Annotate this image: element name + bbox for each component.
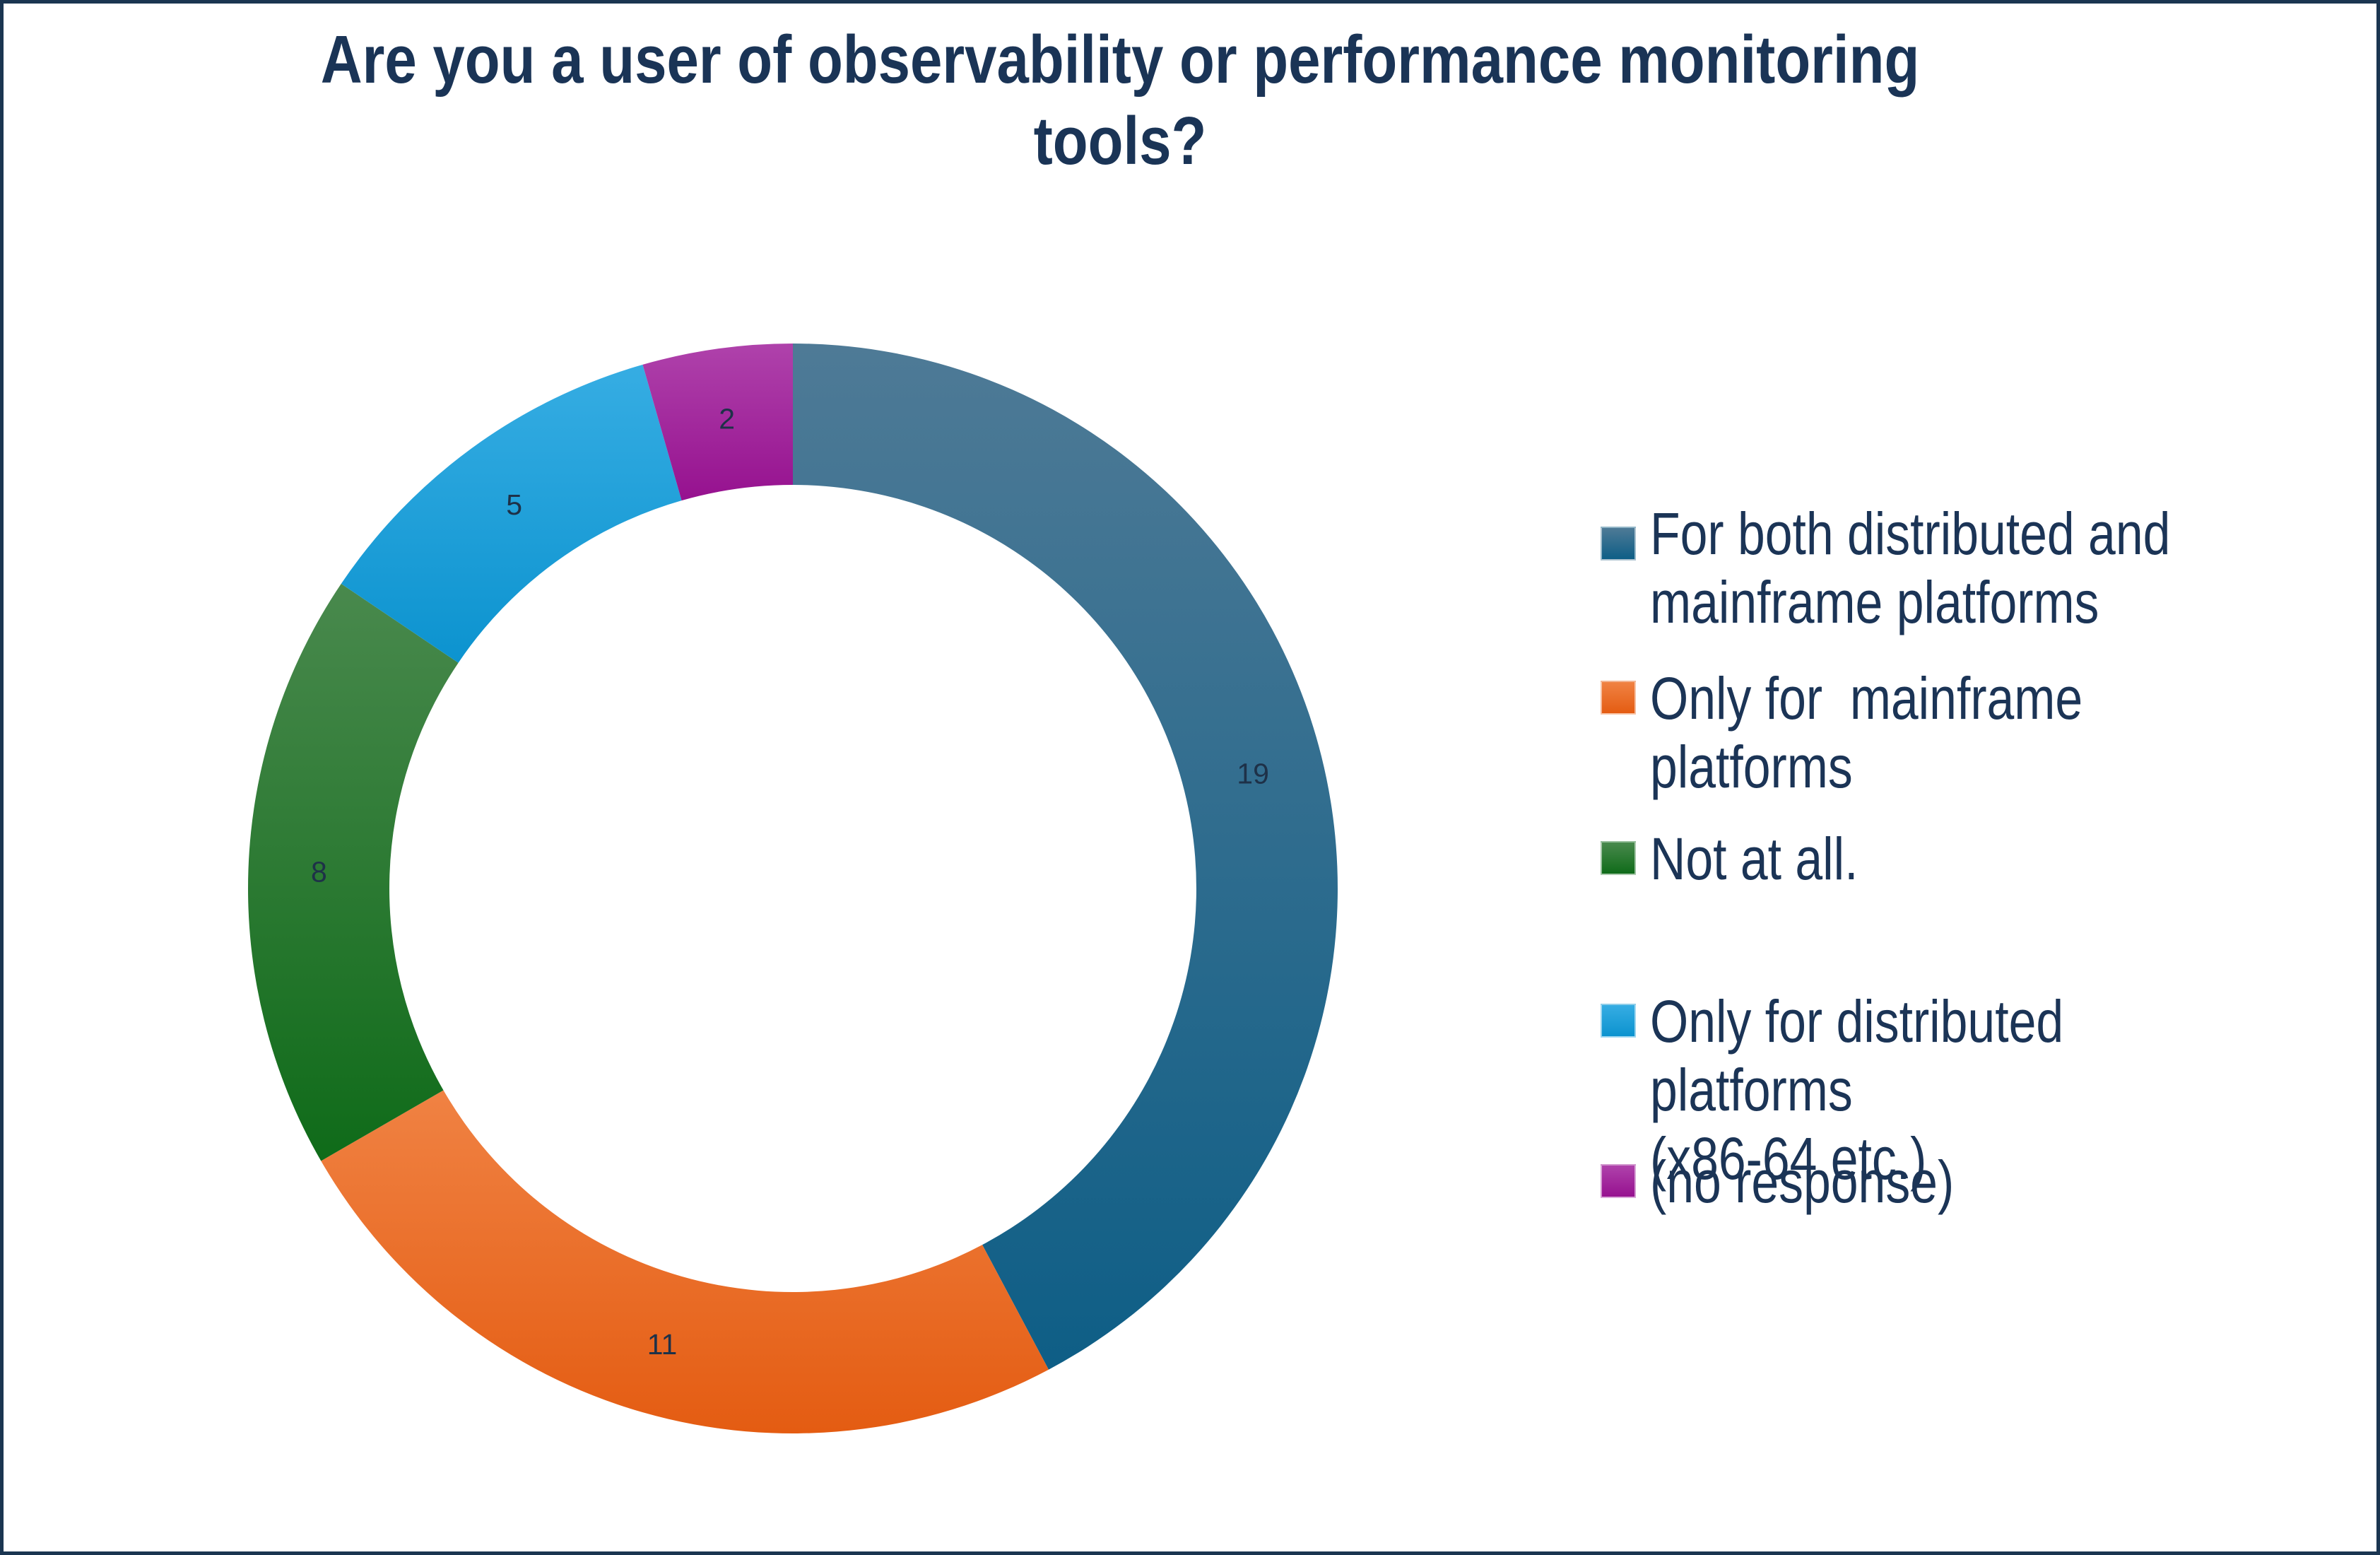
- donut-chart: 19 11 8 5 2: [247, 344, 1338, 1433]
- legend-swatch-both-platforms: [1601, 527, 1636, 561]
- donut-segment-1: [793, 344, 1338, 1370]
- donut-segment-5: [642, 344, 793, 501]
- legend-swatch-only-mainframe: [1601, 681, 1636, 715]
- chart-title-line-2: tools?: [1033, 103, 1207, 179]
- legend-label-not-at-all: Not at all.: [1650, 826, 1858, 892]
- chart-title: Are you a user of observability or perfo…: [4, 19, 2237, 182]
- legend-label-only-distributed: Only for distributed platforms (x86-64 e…: [1650, 988, 2064, 1192]
- legend-swatch-no-response: [1601, 1164, 1636, 1198]
- data-label-segment-1: 19: [1237, 758, 1269, 790]
- legend-swatch-only-distributed: [1601, 1004, 1636, 1038]
- donut-segment-2: [321, 1090, 1049, 1433]
- data-label-segment-3: 8: [311, 856, 327, 888]
- legend-swatch-not-at-all: [1601, 841, 1636, 875]
- data-label-segment-5: 2: [719, 403, 735, 435]
- data-label-segment-2: 11: [647, 1328, 678, 1361]
- legend-label-both-platforms: For both distributed and mainframe platf…: [1650, 500, 2171, 635]
- donut-segment-3: [247, 583, 459, 1161]
- chart-title-line-1: Are you a user of observability or perfo…: [320, 22, 1920, 98]
- legend-label-only-mainframe: Only for mainframe platforms: [1650, 665, 2097, 800]
- donut-segment-4: [341, 364, 682, 663]
- data-label-segment-4: 5: [506, 488, 522, 521]
- legend-label-no-response: (no response): [1650, 1149, 1955, 1215]
